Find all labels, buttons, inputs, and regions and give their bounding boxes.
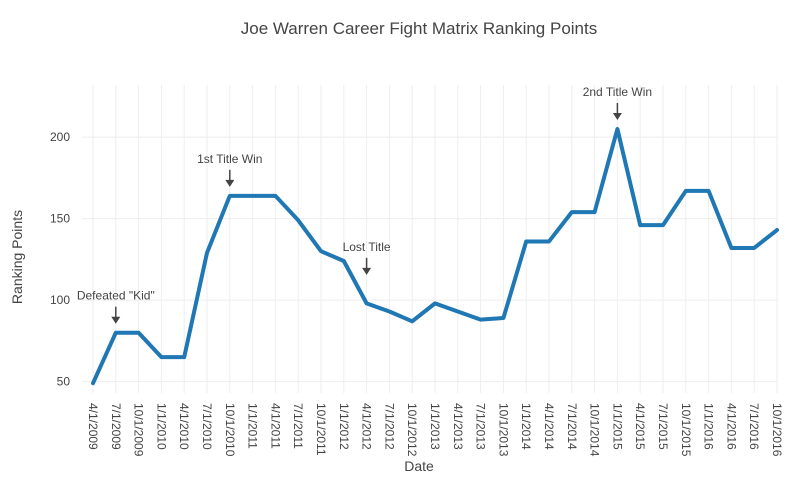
series-line xyxy=(91,127,779,386)
x-tick-label: 7/1/2015 xyxy=(656,403,670,450)
y-tick-label: 200 xyxy=(50,130,70,144)
chart-title: Joe Warren Career Fight Matrix Ranking P… xyxy=(241,19,598,38)
series-layer xyxy=(91,127,779,386)
x-tick-label: 7/1/2010 xyxy=(200,403,214,450)
y-axis-ticks: 50 100 150 200 xyxy=(50,130,70,388)
x-tick-label: 10/1/2012 xyxy=(405,403,419,457)
x-tick-label: 1/1/2015 xyxy=(610,403,624,450)
annotation-label: Defeated "Kid" xyxy=(77,289,155,303)
annotation-arrow-head xyxy=(362,267,372,275)
x-tick-label: 4/1/2011 xyxy=(268,403,282,449)
grid-lines xyxy=(82,85,778,393)
x-tick-label: 10/1/2015 xyxy=(679,403,693,457)
x-tick-label: 4/1/2013 xyxy=(451,403,465,450)
x-tick-label: 1/1/2011 xyxy=(246,403,260,449)
annotation-arrow-head xyxy=(111,316,121,324)
x-tick-label: 10/1/2013 xyxy=(496,403,510,457)
y-tick-label: 150 xyxy=(50,212,70,226)
x-tick-label: 10/1/2011 xyxy=(314,403,328,456)
x-tick-label: 1/1/2012 xyxy=(337,403,351,450)
x-tick-label: 7/1/2009 xyxy=(109,403,123,450)
x-tick-label: 4/1/2014 xyxy=(542,403,556,450)
x-tick-label: 1/1/2016 xyxy=(702,403,716,450)
annotations: Defeated "Kid" 1st Title Win Lost Title 2nd… xyxy=(77,85,652,324)
y-tick-label: 100 xyxy=(50,293,70,307)
x-tick-label: 7/1/2016 xyxy=(747,403,761,450)
x-tick-label: 4/1/2015 xyxy=(633,403,647,450)
x-tick-label: 4/1/2012 xyxy=(360,403,374,450)
x-tick-label: 7/1/2013 xyxy=(474,403,488,450)
annotation-label: 1st Title Win xyxy=(197,152,262,166)
x-tick-label: 10/1/2009 xyxy=(132,403,146,457)
x-tick-label: 7/1/2014 xyxy=(565,403,579,450)
annotation-label: Lost Title xyxy=(343,240,391,254)
x-axis-ticks: 4/1/2009 7/1/2009 10/1/2009 1/1/2010 4/1/201… xyxy=(86,403,784,457)
y-axis-title: Ranking Points xyxy=(9,210,25,304)
annotation-label: 2nd Title Win xyxy=(583,85,652,99)
x-tick-label: 1/1/2010 xyxy=(154,403,168,450)
x-tick-label: 1/1/2013 xyxy=(428,403,442,450)
annotation-arrow-head xyxy=(612,113,622,120)
x-tick-label: 7/1/2012 xyxy=(382,403,396,450)
x-tick-label: 4/1/2010 xyxy=(177,403,191,450)
x-tick-label: 10/1/2010 xyxy=(223,403,237,457)
x-axis-title: Date xyxy=(404,458,434,474)
x-tick-label: 10/1/2016 xyxy=(770,403,784,457)
y-tick-label: 50 xyxy=(57,375,71,389)
x-tick-label: 4/1/2016 xyxy=(724,403,738,450)
annotation-arrow-head xyxy=(225,179,235,187)
x-tick-label: 10/1/2014 xyxy=(588,403,602,457)
x-tick-label: 7/1/2011 xyxy=(291,403,305,449)
x-tick-label: 1/1/2014 xyxy=(519,403,533,450)
x-tick-label: 4/1/2009 xyxy=(86,403,100,450)
